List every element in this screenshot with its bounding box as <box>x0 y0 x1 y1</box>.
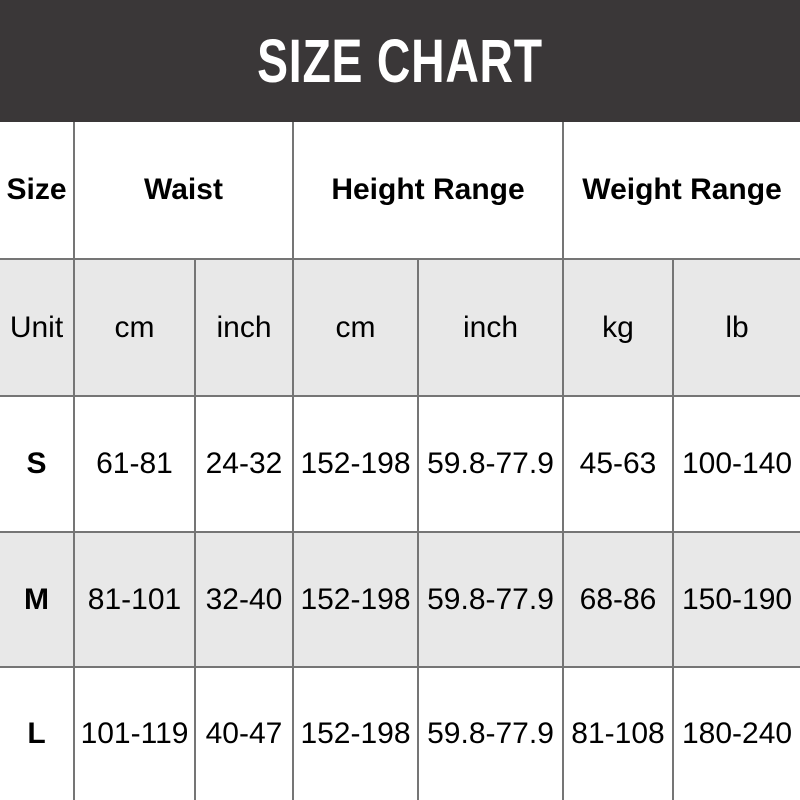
page-title: SIZE CHART <box>257 26 543 95</box>
value-cell: 150-190 <box>672 531 800 668</box>
table-row-l: L 101-119 40-47 152-198 59.8-77.9 81-108… <box>0 666 800 800</box>
value-cell: 59.8-77.9 <box>416 531 565 668</box>
value-cell: 152-198 <box>292 395 419 533</box>
value-cell: 45-63 <box>562 395 675 533</box>
unit-label: Unit <box>0 258 75 397</box>
size-cell-m: M <box>0 531 75 668</box>
table-row-m: M 81-101 32-40 152-198 59.8-77.9 68-86 1… <box>0 531 800 668</box>
table-row-s: S 61-81 24-32 152-198 59.8-77.9 45-63 10… <box>0 395 800 533</box>
value-cell: 101-119 <box>73 666 196 800</box>
value-cell: 59.8-77.9 <box>416 395 565 533</box>
value-cell: 68-86 <box>562 531 675 668</box>
header-row: Size Waist Height Range Weight Range <box>0 122 800 260</box>
size-cell-s: S <box>0 395 75 533</box>
size-chart-table: Size Waist Height Range Weight Range Uni… <box>0 122 800 800</box>
value-cell: 61-81 <box>73 395 196 533</box>
value-cell: 81-108 <box>562 666 675 800</box>
unit-weight-kg: kg <box>562 258 675 397</box>
value-cell: 81-101 <box>73 531 196 668</box>
value-cell: 152-198 <box>292 531 419 668</box>
value-cell: 24-32 <box>194 395 294 533</box>
value-cell: 59.8-77.9 <box>416 666 565 800</box>
unit-height-inch: inch <box>416 258 565 397</box>
unit-weight-lb: lb <box>672 258 800 397</box>
value-cell: 180-240 <box>672 666 800 800</box>
header-weight-range: Weight Range <box>562 122 800 260</box>
value-cell: 152-198 <box>292 666 419 800</box>
header-height-range: Height Range <box>291 122 565 260</box>
value-cell: 40-47 <box>194 666 294 800</box>
title-banner: SIZE CHART <box>0 0 800 122</box>
unit-waist-cm: cm <box>73 258 196 397</box>
unit-waist-inch: inch <box>194 258 294 397</box>
value-cell: 32-40 <box>194 531 294 668</box>
header-size: Size <box>0 122 75 260</box>
header-waist: Waist <box>73 122 294 260</box>
unit-row: Unit cm inch cm inch kg lb <box>0 258 800 397</box>
value-cell: 100-140 <box>672 395 800 533</box>
unit-height-cm: cm <box>292 258 419 397</box>
size-cell-l: L <box>0 666 75 800</box>
